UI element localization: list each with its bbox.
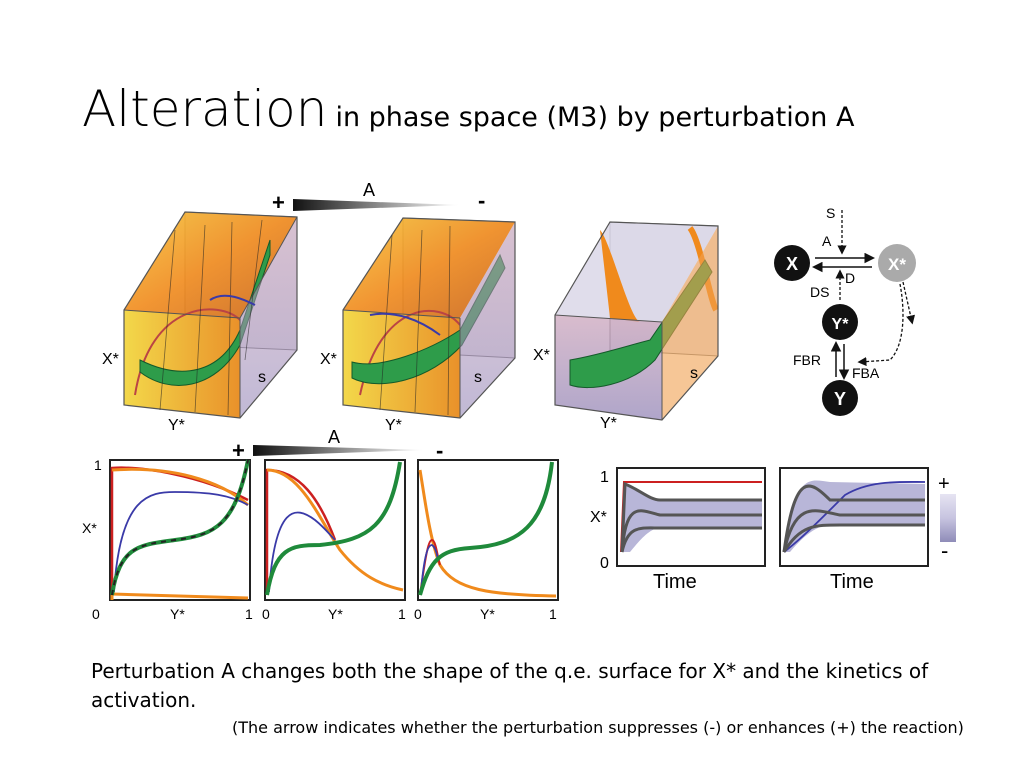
slide-title-main: Alteration [82,80,328,138]
slide-caption: Perturbation A changes both the shape of… [91,659,929,712]
surface-1-y-label: Y* [168,417,185,434]
time-plot-2: Time [779,467,929,593]
phase-plot-3: 0 Y* 1 [414,459,559,622]
surface-panel-3: X* Y* s [533,221,719,432]
surface-panel-2: X* Y* s [320,217,516,434]
gradient-top-wedge [293,199,460,211]
gradient-bottom-label: A [328,427,340,447]
time-legend: + - [938,473,956,563]
time-1-tick1: 1 [600,469,609,486]
phase-1-y-tick1: 1 [94,457,102,473]
time-plot-1: 1 X* 0 Time [590,467,766,593]
phase-plot-1: 1 X* 0 Y* 1 [82,457,253,622]
time-legend-plus: + [938,473,950,495]
slide-title-rest: in phase space (M3) by perturbation A [335,102,855,133]
node-y [822,380,858,416]
surface-3-x-label: X* [533,347,550,364]
node-x [774,245,810,281]
surface-3-y-label: Y* [600,415,617,432]
phase-2-x-tick1: 1 [398,606,406,622]
time-1-tick0: 0 [600,555,609,572]
node-y-label: Y [834,389,846,409]
time-2-x-label: Time [830,571,874,593]
node-ystar-label: Y* [832,316,850,333]
time-1-y-label: X* [590,509,607,526]
time-legend-bar [940,494,956,542]
phase-2-x-label: Y* [328,606,343,622]
gradient-bottom-plus: + [232,438,245,463]
time-legend-minus: - [941,538,948,563]
gradient-top-minus: - [478,188,485,213]
gradient-bar-bottom: + A - [232,427,443,463]
surface-1-s-label: s [258,369,266,386]
edge-fbr-label: FBR [793,352,821,368]
phase-1-x-label: Y* [170,606,185,622]
node-xstar [878,244,916,282]
surface-2-s-label: s [474,369,482,386]
network-diagram: X X* Y* Y S A D DS FBR FBA [774,205,916,416]
slide-note: (The arrow indicates whether the perturb… [232,718,964,737]
edge-fba-label: FBA [852,365,880,381]
phase-plot-2: 0 Y* 1 [262,459,406,622]
edge-d-label: D [845,270,855,286]
phase-1-x-tick1: 1 [245,606,253,622]
edge-ds-label: DS [810,284,829,300]
slide-title: Alteration in phase space (M3) by perturb… [82,80,854,138]
gradient-bottom-minus: - [436,438,443,463]
surface-1-x-label: X* [102,351,119,368]
gradient-top-label: A [363,180,375,200]
node-x-label: X [786,254,798,274]
surface-3-s-label: s [690,365,698,382]
gradient-bottom-wedge [253,445,425,456]
time-1-x-label: Time [653,571,697,593]
surface-2-y-label: Y* [385,417,402,434]
phase-3-x-tick1: 1 [549,606,557,622]
node-ystar [822,304,858,340]
phase-1-tick0: 0 [92,606,100,622]
phase-1-y-label: X* [82,520,97,536]
surface-2-x-label: X* [320,351,337,368]
node-xstar-label: X* [888,255,906,274]
surface-panel-1: X* Y* s [102,211,298,434]
phase-3-tick0: 0 [414,606,422,622]
gradient-bar-top: + A - [272,180,485,215]
edge-s-label: S [826,205,835,221]
gradient-top-plus: + [272,190,285,215]
phase-2-tick0: 0 [262,606,270,622]
edge-a-label: A [822,233,832,249]
phase-3-x-label: Y* [480,606,495,622]
